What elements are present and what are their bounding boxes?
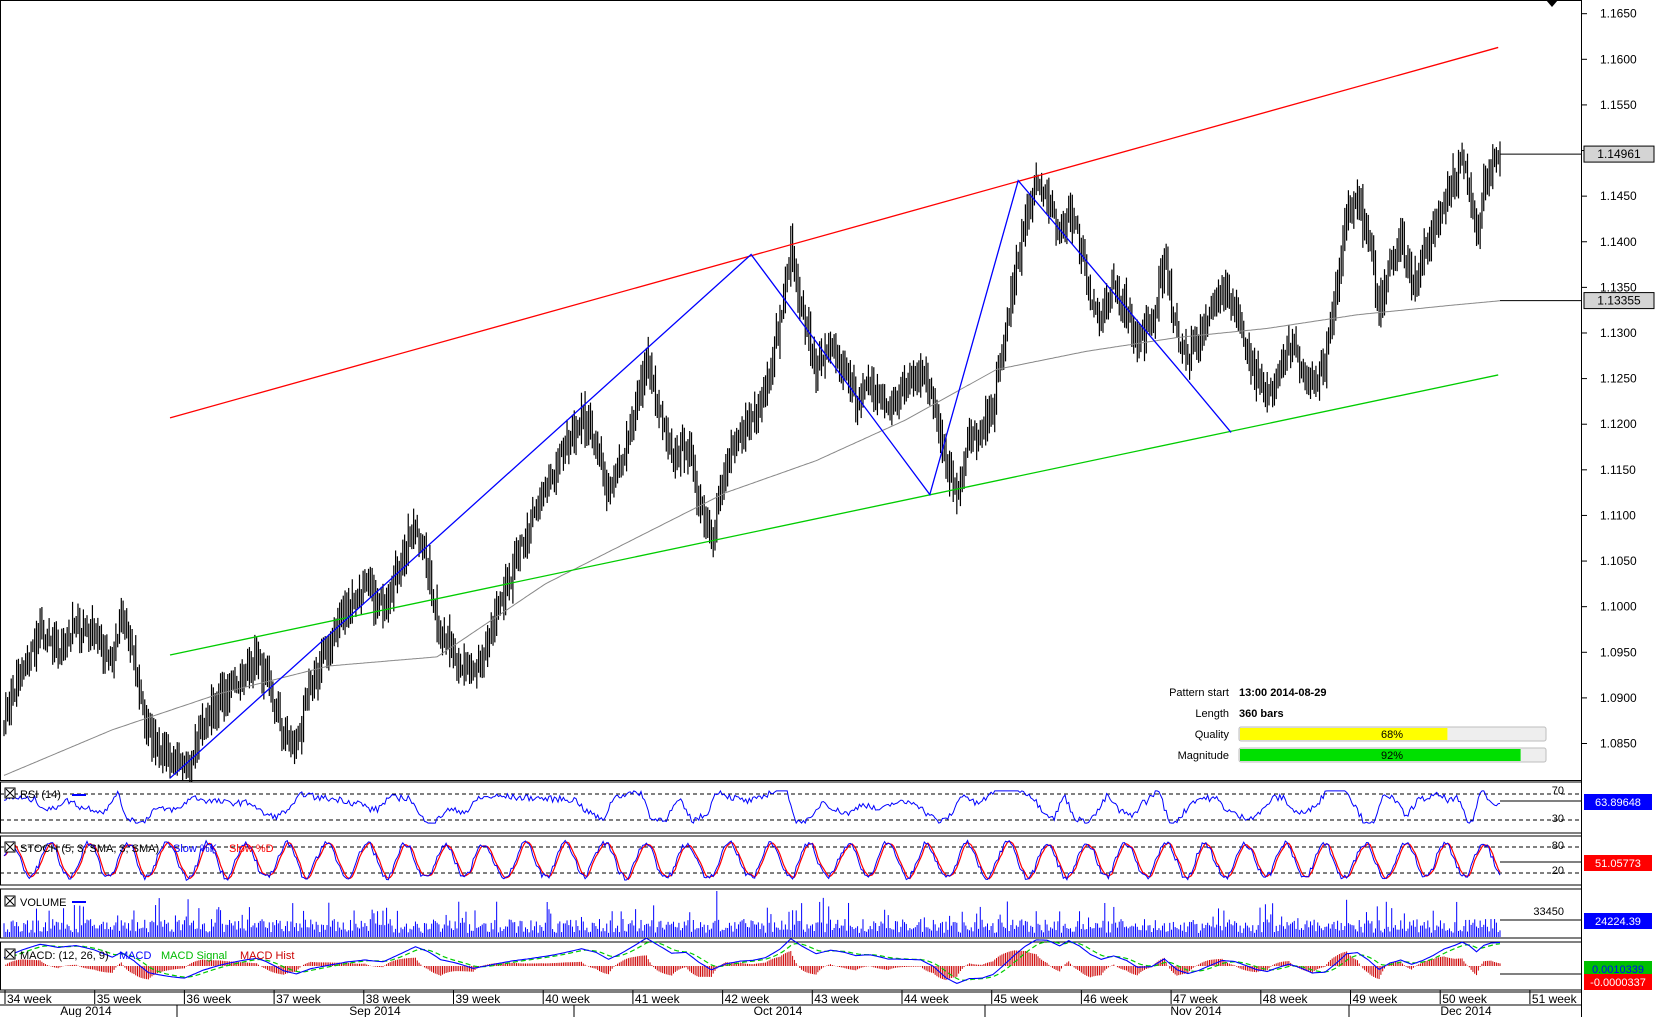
zigzag-pattern-line <box>169 179 1232 779</box>
pattern-start-value: 13:00 2014-08-29 <box>1239 687 1326 699</box>
last-price-value: 1.14961 <box>1597 147 1641 161</box>
week-label: 49 week <box>1353 992 1399 1006</box>
macd-value: 0.0010339 <box>1592 964 1644 976</box>
week-label: 42 week <box>725 992 771 1006</box>
stoch-label: STOCH (5, 3, SMA, 3, SMA) <box>20 843 159 855</box>
week-label: 37 week <box>276 992 322 1006</box>
pattern-info: Pattern start 13:00 2014-08-29 Length 36… <box>1169 687 1547 763</box>
magnitude-label: Magnitude <box>1178 750 1229 762</box>
macd-signal-value: -0.0000337 <box>1590 977 1646 989</box>
stoch-k-line <box>3 839 1501 882</box>
price-tick-label: 1.1350 <box>1600 280 1637 294</box>
stoch-level-low: 20 <box>1552 865 1564 877</box>
rsi-level-low: 30 <box>1552 813 1564 825</box>
week-label: 36 week <box>186 992 232 1006</box>
price-tick-label: 1.1250 <box>1600 372 1637 386</box>
time-axis: 34 week 35 week 36 week 37 week 38 week 39 we… <box>0 990 1581 1018</box>
week-label: 46 week <box>1083 992 1129 1006</box>
magnitude-bar-fill <box>1240 749 1521 761</box>
macd-line <box>3 937 1501 984</box>
rsi-value-box <box>1584 794 1652 810</box>
macd-signal-label: MACD Signal <box>161 950 227 962</box>
volume-value-box <box>1584 913 1652 929</box>
stoch-d-label: Slow %D <box>229 843 274 855</box>
stoch-panel <box>0 835 1582 886</box>
price-tick-label: 1.1550 <box>1600 98 1637 112</box>
macd-hist-label: MACD Hist <box>240 950 294 962</box>
month-label: Aug 2014 <box>60 1004 112 1017</box>
week-label: 44 week <box>904 992 950 1006</box>
week-label: 45 week <box>994 992 1040 1006</box>
ma-value-box <box>1583 292 1655 310</box>
week-label: 38 week <box>366 992 412 1006</box>
week-label: 47 week <box>1173 992 1219 1006</box>
week-label: 43 week <box>814 992 860 1006</box>
month-label: Oct 2014 <box>754 1004 803 1017</box>
price-bars <box>3 141 1501 789</box>
stoch-value-box <box>1584 855 1652 871</box>
macd-series-label: MACD <box>119 950 151 962</box>
week-label: 48 week <box>1263 992 1309 1006</box>
price-tick-label: 1.1300 <box>1600 326 1637 340</box>
volume-value: 24224.39 <box>1595 916 1641 928</box>
rsi-label: RSI (14) <box>20 789 61 801</box>
price-tick-label: 1.1400 <box>1600 235 1637 249</box>
week-label: 50 week <box>1442 992 1488 1006</box>
week-label: 39 week <box>456 992 502 1006</box>
rsi-value: 63.89648 <box>1595 797 1641 809</box>
pattern-length-value: 360 bars <box>1239 708 1284 720</box>
rsi-header: RSI (14) 70 30 63.89648 <box>4 785 1652 825</box>
ma-value: 1.13355 <box>1597 294 1641 308</box>
rsi-line <box>3 789 1501 825</box>
rsi-panel <box>0 781 1582 834</box>
macd-signal-box <box>1584 974 1652 990</box>
month-label: Sep 2014 <box>349 1004 401 1017</box>
macd-signal-line <box>3 941 1501 981</box>
moving-average-line <box>3 300 1501 776</box>
macd-panel <box>0 937 1582 991</box>
quality-label: Quality <box>1195 729 1230 741</box>
corner-marker-icon <box>1546 0 1558 7</box>
stoch-header: STOCH (5, 3, SMA, 3, SMA) Slow %K Slow %… <box>4 840 1652 877</box>
week-label: 35 week <box>97 992 143 1006</box>
stoch-k-label: Slow %K <box>173 843 218 855</box>
week-label: 34 week <box>7 992 53 1006</box>
volume-panel <box>0 888 1582 939</box>
pattern-length-label: Length <box>1195 708 1229 720</box>
price-tick-label: 1.1150 <box>1600 463 1636 477</box>
quality-bar-fill <box>1240 728 1448 740</box>
price-tick-label: 1.1000 <box>1600 600 1637 614</box>
month-label: Dec 2014 <box>1440 1004 1492 1017</box>
stoch-value: 51.05773 <box>1595 858 1641 870</box>
macd-header: MACD: (12, 26, 9) MACD MACD Signal MACD … <box>4 948 1652 990</box>
resistance-line <box>169 46 1499 419</box>
macd-value-box <box>1584 961 1652 977</box>
pattern-start-label: Pattern start <box>1169 687 1229 699</box>
magnitude-value: 92% <box>1381 750 1403 762</box>
macd-label: MACD: (12, 26, 9) <box>20 950 109 962</box>
price-tick-label: 1.1600 <box>1600 52 1637 66</box>
rsi-level-high: 70 <box>1552 785 1564 797</box>
volume-label: VOLUME <box>20 897 66 909</box>
price-tick-label: 1.1200 <box>1600 417 1637 431</box>
last-price-box <box>1583 145 1655 163</box>
volume-axis-tick: 33450 <box>1533 906 1564 918</box>
price-tick-label: 1.0950 <box>1600 645 1637 659</box>
price-tick-label: 1.1100 <box>1600 508 1636 522</box>
price-axis: 1.16501.16001.15501.15001.14501.14001.13… <box>1500 7 1655 751</box>
volume-header: VOLUME 33450 24224.39 <box>4 895 1652 929</box>
support-line <box>169 374 1499 656</box>
price-tick-label: 1.1450 <box>1600 189 1637 203</box>
stoch-level-high: 80 <box>1552 840 1564 852</box>
week-label: 40 week <box>545 992 591 1006</box>
week-label: 41 week <box>635 992 681 1006</box>
price-tick-label: 1.0900 <box>1600 691 1637 705</box>
price-tick-label: 1.1050 <box>1600 554 1637 568</box>
quality-value: 68% <box>1381 729 1403 741</box>
price-tick-label: 1.0850 <box>1600 737 1637 751</box>
month-label: Nov 2014 <box>1170 1004 1222 1017</box>
price-tick-label: 1.1650 <box>1600 7 1637 21</box>
week-label: 51 week <box>1532 992 1578 1006</box>
